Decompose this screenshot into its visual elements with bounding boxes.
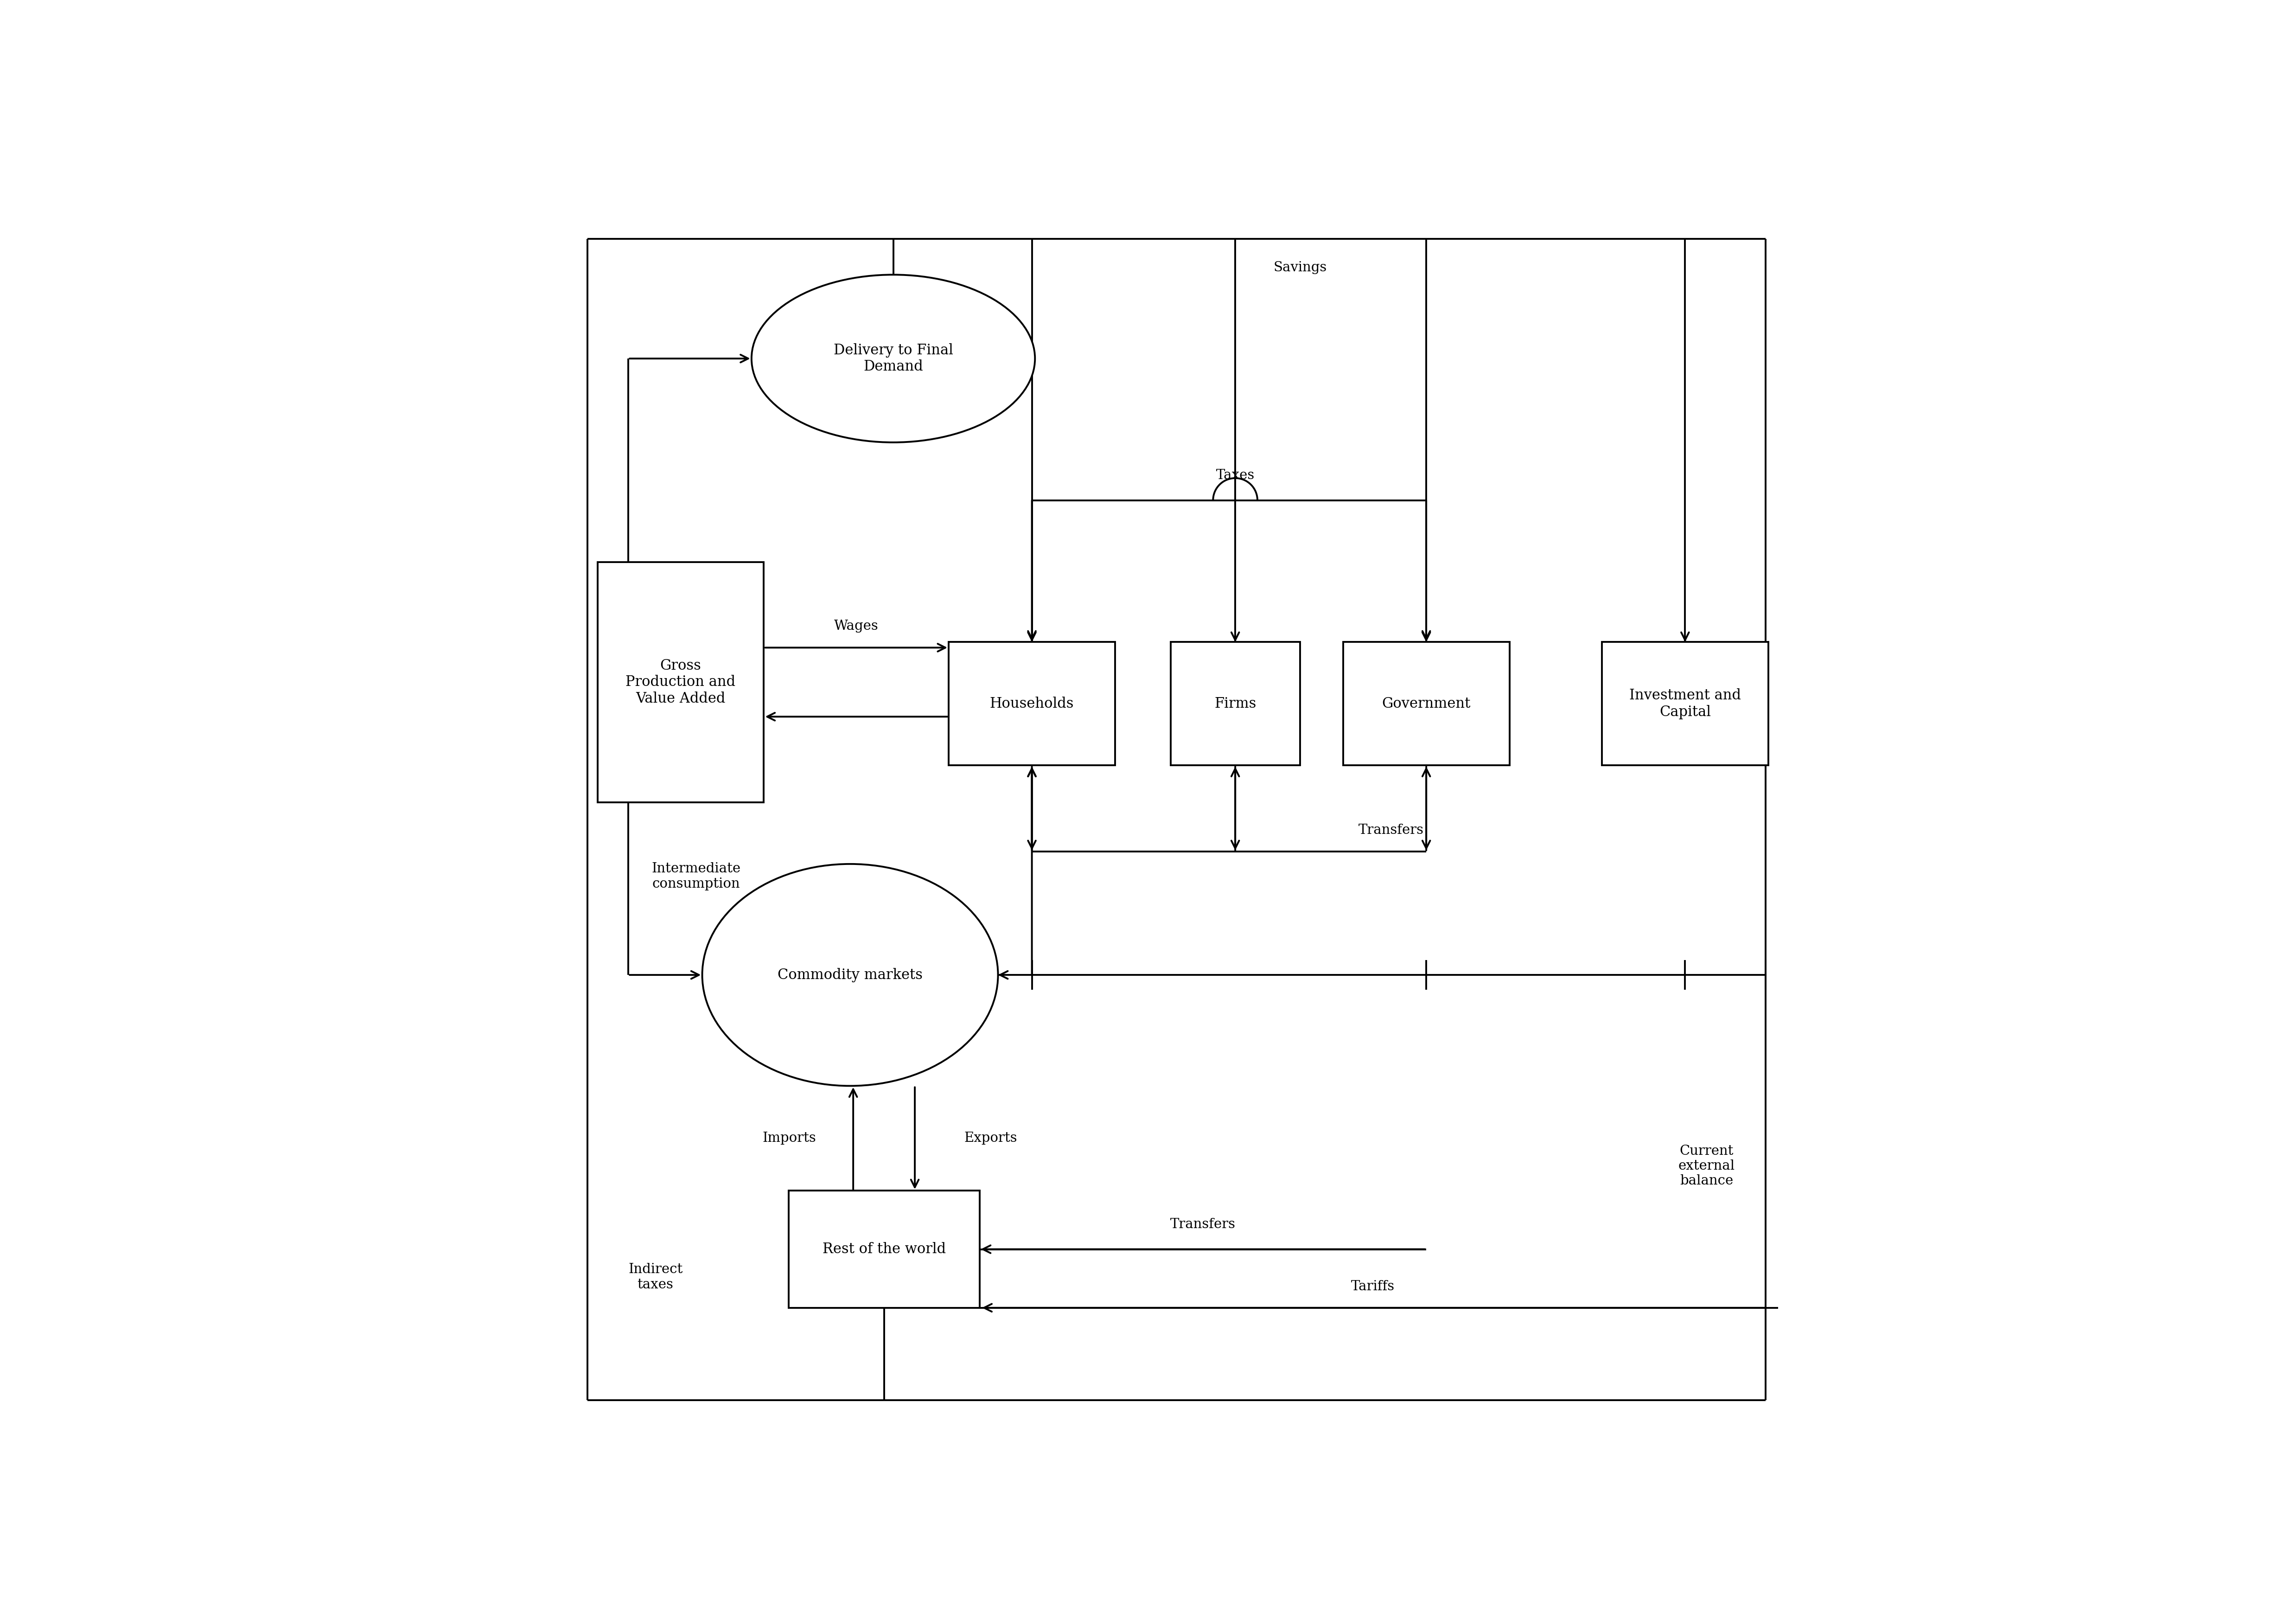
Text: Commodity markets: Commodity markets [778,967,923,981]
Text: Intermediate
consumption: Intermediate consumption [652,863,742,890]
Bar [1343,642,1508,765]
Text: Savings: Savings [1274,261,1327,274]
Text: Firms: Firms [1215,696,1256,711]
Text: Tariffs: Tariffs [1350,1279,1394,1294]
Text: Transfers: Transfers [1359,825,1424,837]
Text: Gross
Production and
Value Added: Gross Production and Value Added [627,658,735,706]
Text: Government: Government [1382,696,1472,711]
Text: Imports: Imports [762,1132,815,1145]
Text: Investment and
Capital: Investment and Capital [1630,688,1740,719]
Text: Current
external
balance: Current external balance [1678,1145,1736,1188]
Text: Taxes: Taxes [1217,469,1254,482]
Text: Rest of the world: Rest of the world [822,1242,946,1257]
Ellipse shape [703,865,999,1085]
Text: Delivery to Final
Demand: Delivery to Final Demand [833,343,953,375]
Text: Wages: Wages [833,620,879,632]
Bar [1603,642,1768,765]
Ellipse shape [751,275,1035,442]
Text: Indirect
taxes: Indirect taxes [629,1263,682,1290]
Bar [948,642,1116,765]
Bar [597,562,765,802]
Text: Transfers: Transfers [1171,1218,1235,1231]
Text: Exports: Exports [964,1132,1017,1145]
Bar [788,1191,980,1308]
Bar [1171,642,1300,765]
Text: Households: Households [990,696,1075,711]
